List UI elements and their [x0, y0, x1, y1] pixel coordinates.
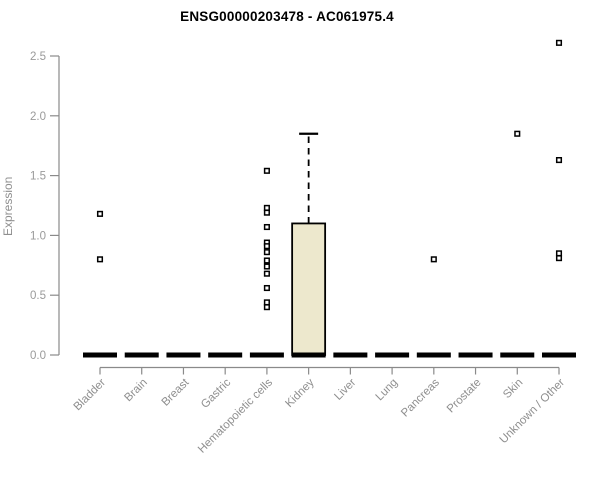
- outlier-point: [263, 257, 270, 264]
- y-tick-label: 0.5: [30, 290, 46, 302]
- outlier-point: [263, 243, 270, 250]
- median-bar: [500, 352, 535, 358]
- outlier-point: [430, 256, 437, 263]
- outlier-point: [263, 304, 270, 311]
- outlier-point: [555, 39, 563, 46]
- outlier-point: [263, 167, 270, 174]
- outlier-point: [263, 299, 270, 306]
- median-bar: [124, 352, 159, 358]
- x-category-label: Skin: [501, 377, 525, 401]
- outlier-point: [555, 255, 563, 262]
- outlier-point: [263, 263, 270, 270]
- x-category-label: Gastric: [199, 376, 233, 410]
- x-category-label: Prostate: [445, 377, 484, 416]
- median-bar: [249, 352, 284, 358]
- x-category-label: Lung: [374, 377, 401, 404]
- outlier-point: [263, 249, 270, 256]
- y-tick-label: 1.5: [30, 171, 46, 183]
- chart-title: ENSG00000203478 - AC061975.4: [180, 9, 394, 24]
- box: [291, 222, 327, 356]
- x-category-label: Pancreas: [399, 376, 442, 419]
- median-bar: [416, 352, 451, 358]
- median-bar: [542, 352, 576, 358]
- y-tick-label: 2.0: [30, 111, 46, 123]
- outlier-point: [263, 223, 270, 231]
- outlier-point: [96, 256, 104, 263]
- x-category-label: Bladder: [72, 377, 109, 414]
- x-category-label: Kidney: [283, 376, 317, 410]
- x-category-label: Brain: [122, 377, 149, 404]
- outlier-point: [96, 210, 104, 217]
- outlier-point: [263, 270, 270, 277]
- x-category-label: Liver: [332, 377, 358, 403]
- outlier-point: [263, 209, 270, 216]
- outlier-point: [263, 204, 270, 211]
- outlier-point: [514, 130, 521, 137]
- median-bar: [83, 352, 117, 358]
- median-bar: [208, 352, 243, 358]
- y-tick-label: 2.5: [30, 51, 46, 63]
- x-category-label: Hematopoietic cells: [196, 376, 275, 455]
- x-category-label: Breast: [160, 376, 193, 409]
- y-tick-label: 1.0: [30, 230, 46, 242]
- median-bar: [166, 352, 201, 358]
- outlier-point: [263, 284, 270, 292]
- median-bar: [291, 352, 326, 358]
- outlier-point: [555, 157, 563, 164]
- outlier-point: [555, 250, 563, 257]
- y-tick-label: 0.0: [30, 350, 46, 362]
- median-bar: [333, 352, 368, 358]
- median-bar: [458, 352, 493, 358]
- median-bar: [375, 352, 410, 358]
